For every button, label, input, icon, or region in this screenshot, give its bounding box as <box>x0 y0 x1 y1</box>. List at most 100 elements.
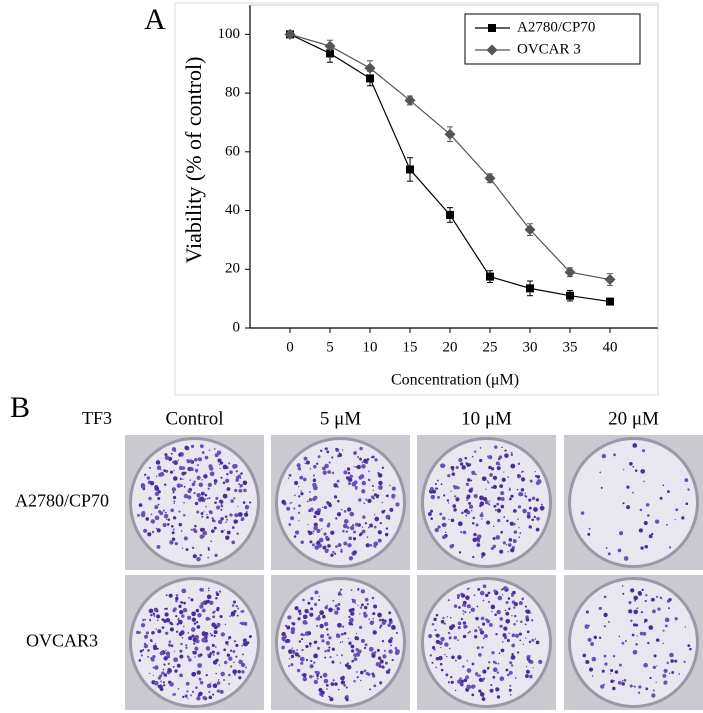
colony <box>393 497 395 500</box>
colony <box>463 601 466 603</box>
colony <box>196 458 198 460</box>
colony <box>361 464 366 469</box>
colony <box>235 604 238 608</box>
colony <box>371 596 375 600</box>
colony <box>162 509 165 512</box>
colony <box>361 489 366 494</box>
colony <box>534 470 536 473</box>
colony <box>171 487 177 492</box>
colony <box>488 503 491 506</box>
colony <box>241 653 245 656</box>
colony <box>201 515 204 518</box>
plates <box>125 435 703 710</box>
colony <box>316 528 321 533</box>
colony <box>204 455 209 460</box>
colony <box>172 476 178 481</box>
colony <box>491 610 493 613</box>
colony <box>328 695 331 698</box>
colony <box>360 589 366 594</box>
colony <box>391 486 396 491</box>
colony <box>332 599 335 602</box>
colony <box>145 631 149 635</box>
treatment-label: TF3 <box>82 408 112 428</box>
colony <box>441 523 445 527</box>
colony <box>195 621 199 624</box>
colony <box>178 522 183 527</box>
colony <box>165 631 169 635</box>
colony <box>363 669 367 673</box>
plate <box>275 437 406 568</box>
colony <box>361 603 364 607</box>
colony <box>394 647 398 650</box>
colony <box>313 464 317 469</box>
colony <box>365 671 370 676</box>
colony <box>481 512 483 514</box>
colony <box>194 524 197 528</box>
colony <box>440 619 445 624</box>
colony <box>471 470 476 475</box>
colony <box>175 630 179 633</box>
colony <box>176 623 179 626</box>
marker <box>526 284 534 293</box>
colony <box>213 479 218 483</box>
colony <box>506 673 510 677</box>
colony <box>299 475 304 480</box>
colony <box>481 476 487 482</box>
colony <box>435 639 440 645</box>
colony <box>333 608 335 611</box>
colony <box>356 671 358 673</box>
colony <box>181 466 186 470</box>
colony <box>178 632 183 637</box>
colony <box>619 663 622 667</box>
colony <box>465 675 470 680</box>
colony <box>167 518 171 522</box>
colony <box>195 608 200 613</box>
colony <box>449 617 452 619</box>
colony <box>319 675 323 679</box>
colony <box>172 491 175 494</box>
colony <box>208 691 211 694</box>
colony <box>359 679 362 682</box>
colony <box>173 500 176 503</box>
colony <box>455 497 460 502</box>
colony <box>184 445 189 450</box>
colony <box>161 618 165 622</box>
y-axis-title: Viability (% of control) <box>181 56 206 263</box>
colony <box>488 465 492 470</box>
colony <box>513 614 517 618</box>
colony <box>302 614 308 620</box>
colony <box>182 695 185 699</box>
colony <box>379 626 382 629</box>
colony <box>364 522 368 525</box>
colony <box>229 470 233 475</box>
colony <box>437 479 439 482</box>
colony <box>171 531 175 535</box>
colony <box>458 457 463 463</box>
colony <box>238 483 241 486</box>
colony <box>502 633 507 638</box>
colony <box>685 502 689 506</box>
colony <box>217 624 220 628</box>
colony <box>645 687 649 691</box>
legend-marker <box>486 44 498 56</box>
colony <box>234 673 236 676</box>
colony <box>155 475 158 478</box>
colony <box>341 449 344 451</box>
colony <box>225 535 230 540</box>
colony <box>473 594 476 597</box>
colony <box>313 485 318 491</box>
colony <box>378 618 382 622</box>
colony <box>298 519 300 522</box>
colony <box>498 652 501 655</box>
colony <box>451 655 455 660</box>
colony <box>455 659 457 662</box>
colony <box>508 688 512 692</box>
colony <box>388 668 391 672</box>
colony <box>237 607 240 610</box>
colony <box>341 508 343 511</box>
colony <box>383 649 386 652</box>
colony <box>308 612 310 614</box>
colony <box>360 638 366 643</box>
colony <box>588 624 590 626</box>
colony <box>506 638 510 643</box>
